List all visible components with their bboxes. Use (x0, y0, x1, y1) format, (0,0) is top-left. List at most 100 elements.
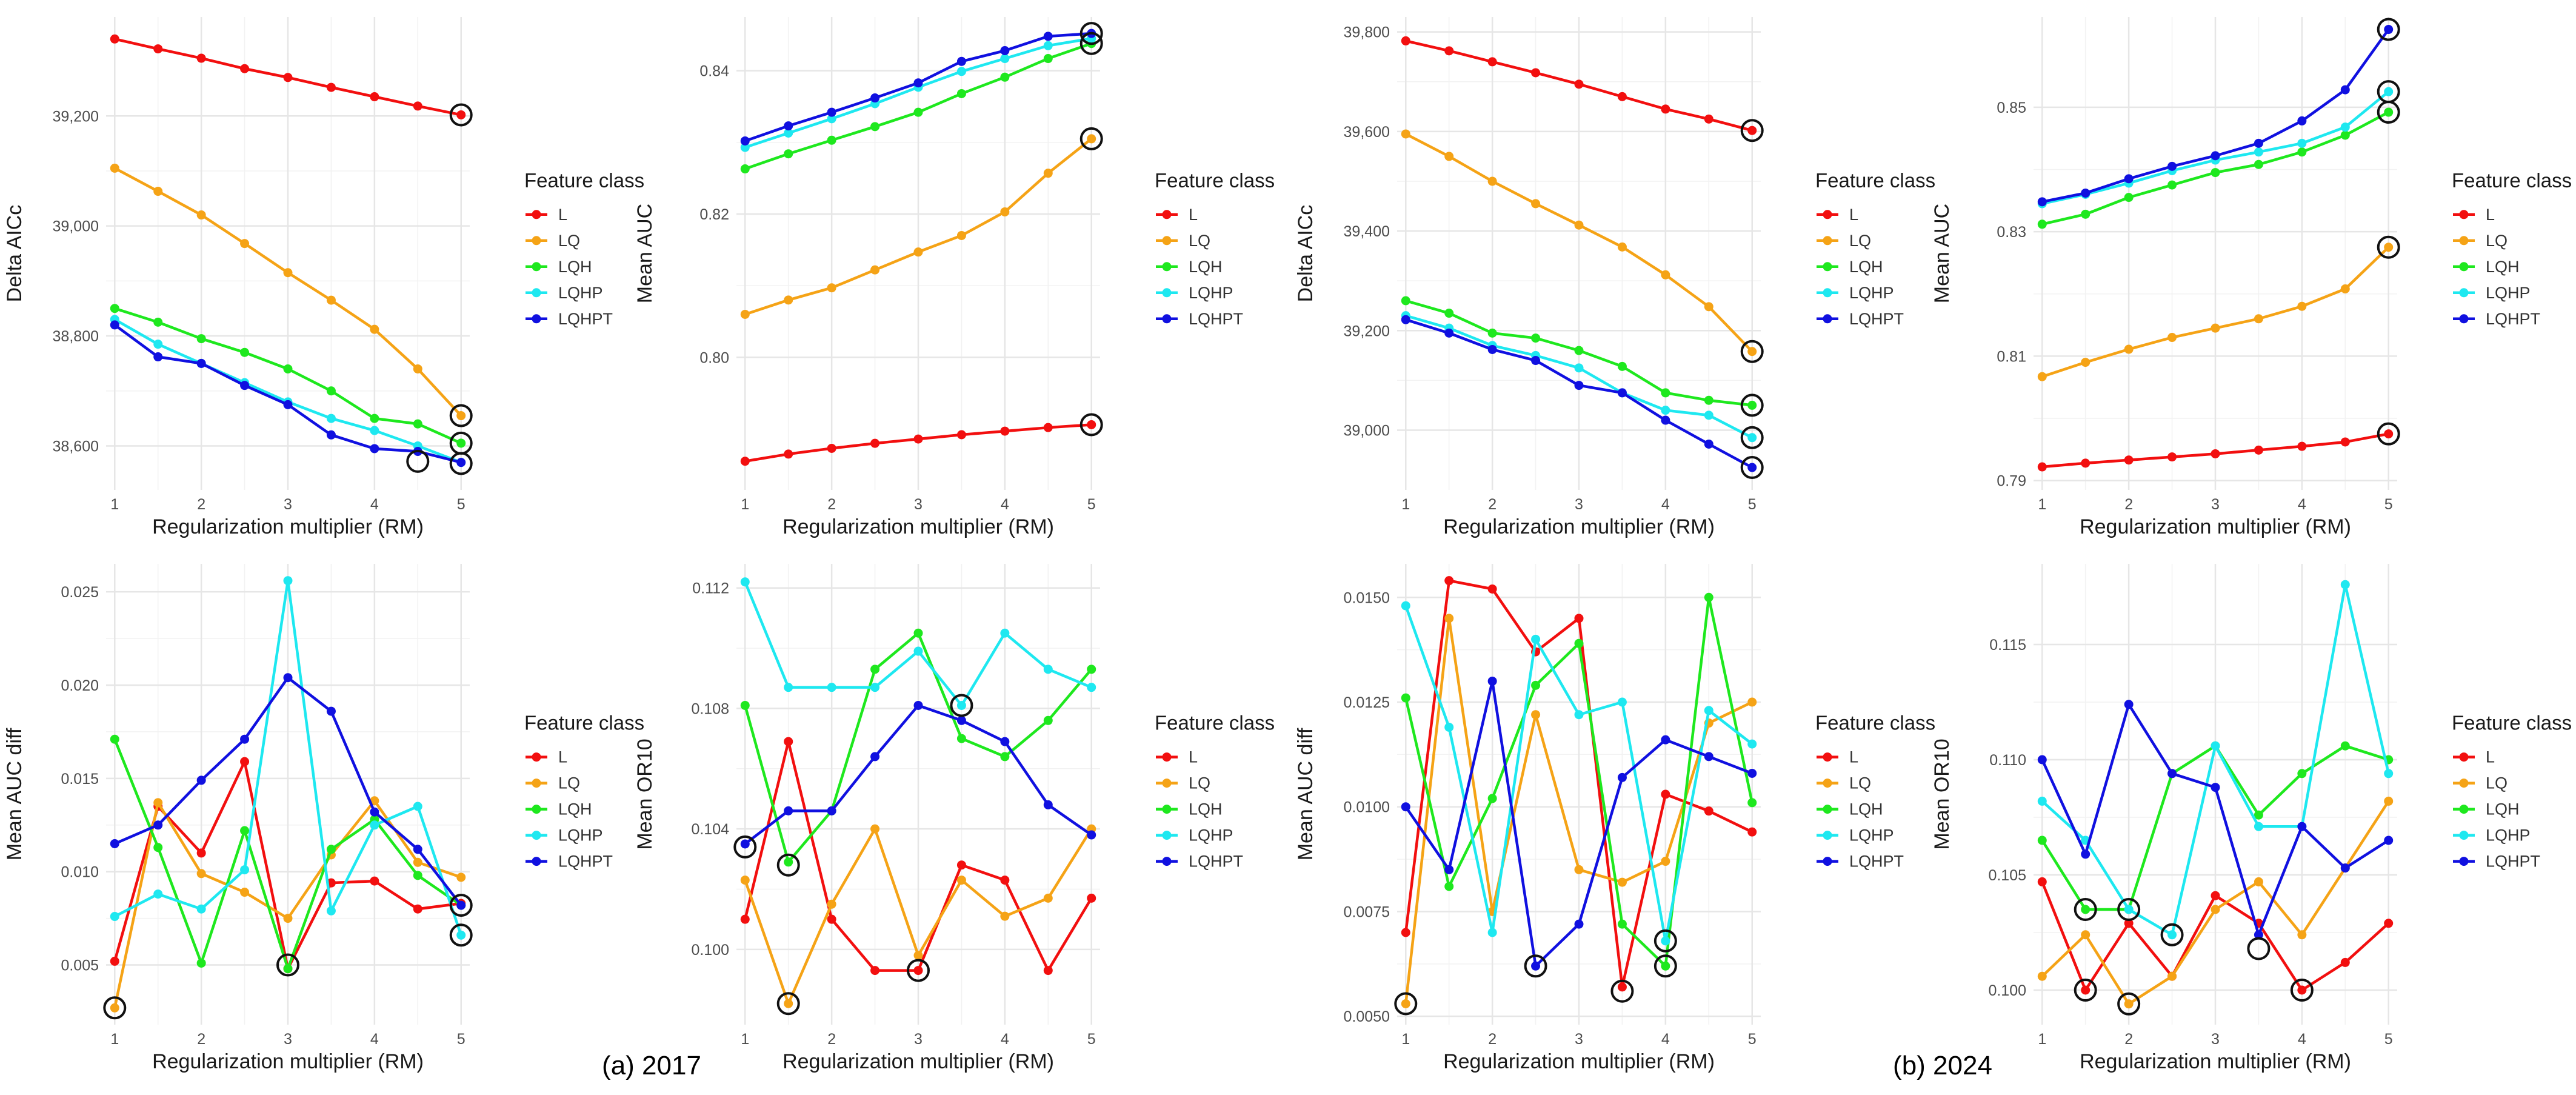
data-point (2384, 25, 2394, 35)
data-point (413, 845, 422, 854)
y-tick-label: 0.80 (699, 349, 729, 366)
legend-label: L (1849, 206, 1858, 224)
legend-swatch-point (532, 779, 541, 788)
series-l (740, 420, 1096, 466)
legend-title: Feature class (1155, 712, 1275, 734)
legend-title: Feature class (2452, 169, 2572, 192)
chart-b-aicc: 1 2 3 4 5 39,000 39,200 39,400 39,600 39,800 Regul… (1294, 17, 1935, 538)
y-tick-label: 39,600 (1344, 124, 1390, 141)
data-point (370, 876, 379, 886)
data-point (1574, 919, 1584, 929)
data-point (456, 438, 466, 448)
y-axis-title: Mean AUC (633, 204, 656, 303)
legend-label: L (558, 206, 567, 224)
selected-marker (1740, 119, 1764, 142)
series-lq (110, 796, 466, 1013)
y-tick-label: 0.020 (61, 677, 99, 694)
data-point (153, 798, 163, 808)
y-tick-label: 0.0125 (1344, 694, 1390, 711)
data-point (1574, 363, 1584, 373)
data-point (413, 857, 422, 867)
data-point (784, 857, 793, 867)
data-point (1043, 169, 1053, 178)
x-tick-label: 3 (2211, 1031, 2220, 1048)
x-tick-label: 4 (370, 496, 379, 513)
data-point (1444, 46, 1454, 56)
series-l (740, 737, 1096, 976)
series-lqhp (740, 577, 1096, 710)
data-point (2340, 957, 2350, 967)
data-point (240, 865, 250, 875)
data-point (1531, 68, 1541, 78)
x-axis-title: Regularization multiplier (RM) (1443, 1050, 1715, 1073)
y-tick-label: 39,000 (53, 218, 99, 235)
legend-item-lqhp: LQHP (1156, 284, 1233, 302)
legend-label: LQH (558, 258, 592, 276)
x-tick-label: 1 (2038, 1031, 2046, 1048)
legend-item-lq: LQ (1817, 232, 1871, 250)
y-axis-title: Mean OR10 (1930, 738, 1954, 849)
series-l (2037, 429, 2394, 472)
series-lqhpt (2037, 25, 2394, 207)
data-point (956, 430, 966, 440)
x-tick-label: 4 (1001, 496, 1009, 513)
data-point (326, 845, 336, 854)
data-point (2124, 700, 2134, 709)
data-point (456, 930, 466, 940)
data-point (2081, 905, 2090, 914)
data-point (2081, 209, 2090, 219)
data-point (2037, 462, 2047, 472)
data-point (2254, 930, 2263, 940)
y-tick-label: 0.85 (1997, 99, 2026, 116)
legend-swatch-point (532, 210, 541, 219)
legend-item-lqh: LQH (2453, 800, 2520, 819)
legend-item-lqh: LQH (526, 800, 592, 819)
data-point (956, 700, 966, 710)
legend-swatch-point (532, 752, 541, 762)
legend-title: Feature class (524, 169, 644, 192)
data-point (870, 966, 880, 976)
y-axis-title: Mean AUC diff (3, 728, 26, 860)
legend-swatch-point (2459, 210, 2469, 219)
data-point (2384, 243, 2394, 252)
data-point (2167, 769, 2177, 779)
legend-label: LQ (558, 774, 580, 792)
data-point (1574, 638, 1584, 648)
data-point (153, 187, 163, 196)
legend-label: LQHP (2486, 284, 2531, 302)
y-tick-label: 0.025 (61, 584, 99, 601)
data-point (1087, 665, 1096, 674)
data-point (913, 951, 923, 960)
data-point (413, 101, 422, 111)
series-lqhpt (1401, 315, 1757, 472)
legend-swatch-point (1162, 805, 1172, 814)
data-point (2384, 796, 2394, 806)
data-point (956, 860, 966, 870)
legend-swatch-point (2459, 314, 2469, 324)
data-point (2167, 333, 2177, 343)
data-point (2211, 905, 2220, 914)
legend-swatch-point (1162, 314, 1172, 324)
data-point (2167, 180, 2177, 190)
data-point (2211, 741, 2220, 751)
data-point (1043, 966, 1053, 976)
data-point (2211, 891, 2220, 900)
legend-item-l: L (526, 206, 567, 224)
legend-swatch-point (2459, 779, 2469, 788)
y-tick-label: 0.83 (1997, 224, 2026, 241)
data-point (913, 434, 923, 444)
legend-label: LQHP (558, 826, 603, 845)
series-lqh (110, 304, 466, 448)
data-point (370, 426, 379, 435)
data-point (956, 734, 966, 743)
caption-2017: (a) 2017 (602, 1051, 701, 1080)
selected-marker (449, 452, 473, 475)
data-point (1661, 857, 1670, 866)
data-point (370, 820, 379, 830)
data-point (1661, 415, 1670, 425)
data-point (1704, 410, 1713, 420)
data-point (1043, 32, 1053, 41)
data-point (1043, 800, 1053, 809)
data-point (2167, 971, 2177, 981)
